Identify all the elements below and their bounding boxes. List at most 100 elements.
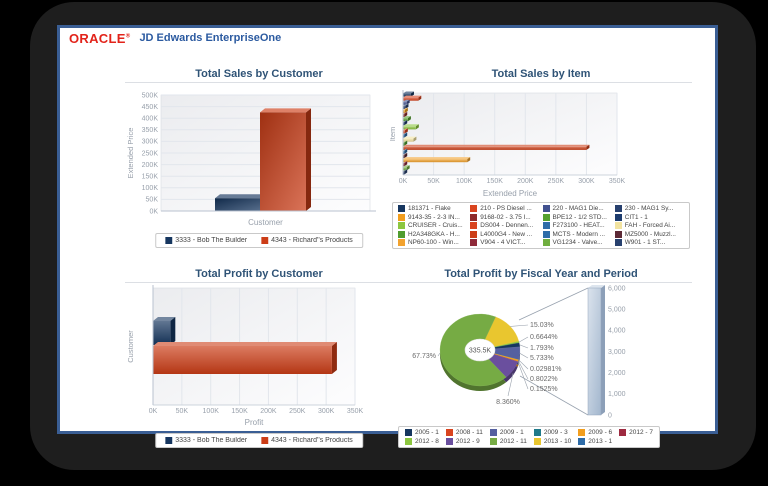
legend-item[interactable]: W901 - 1 ST...	[614, 239, 684, 246]
svg-text:5.733%: 5.733%	[530, 355, 554, 362]
legend-item[interactable]: 210 - PS Diesel ...	[470, 205, 539, 212]
legend-label: MCTS - Modern ...	[552, 230, 606, 238]
bar[interactable]	[403, 165, 410, 171]
bar[interactable]	[153, 342, 337, 374]
svg-text:67.73%: 67.73%	[412, 353, 436, 360]
legend-item[interactable]: 2012 - 11	[489, 437, 527, 445]
legend-item[interactable]: BPE12 - 1/2 STD...	[542, 213, 612, 221]
legend-item[interactable]: VG1234 - Valve...	[542, 239, 612, 246]
svg-text:Extended Price: Extended Price	[483, 189, 538, 198]
bar[interactable]	[403, 161, 408, 167]
legend-item[interactable]: 4343 - Richard''s Products	[261, 237, 353, 244]
legend-label: W901 - 1 ST...	[624, 239, 666, 246]
legend-swatch	[261, 437, 269, 444]
legend-item[interactable]: 9168-02 - 3.75 I...	[470, 213, 539, 221]
svg-text:Extended Price: Extended Price	[126, 128, 135, 179]
sales-by-customer-legend: 3333 - Bob The Builder 4343 - Richard''s …	[155, 233, 363, 248]
svg-text:250K: 250K	[142, 150, 159, 157]
bar[interactable]	[403, 136, 417, 142]
svg-text:50K: 50K	[146, 197, 159, 204]
bar[interactable]	[403, 91, 414, 97]
bar[interactable]	[403, 116, 411, 122]
legend-label: 4343 - Richard''s Products	[271, 437, 353, 444]
svg-text:0K: 0K	[149, 408, 158, 415]
legend-item[interactable]: 3333 - Bob The Builder	[165, 237, 247, 244]
legend-swatch	[578, 437, 586, 445]
bar[interactable]	[403, 103, 409, 109]
legend-item[interactable]: 2012 - 7	[619, 429, 653, 436]
bar[interactable]	[403, 157, 471, 163]
legend-label: VG1234 - Valve...	[552, 239, 603, 246]
legend-swatch	[405, 437, 412, 445]
detail-bar[interactable]	[587, 287, 602, 416]
legend-item[interactable]: MCTS - Modern ...	[542, 230, 612, 238]
sales-by-customer-chart[interactable]: 500K 450K 400K 350K 300K 250K 200K 150K 100K 50K 0…	[125, 84, 393, 234]
legend-item[interactable]: 2009 - 3	[533, 429, 571, 436]
legend-item[interactable]: CIT1 - 1	[614, 213, 684, 221]
legend-label: 2012 - 11	[499, 437, 527, 445]
legend-label: V904 - 4 VICT...	[480, 239, 526, 246]
bar[interactable]	[403, 107, 408, 113]
legend-label: 2012 - 9	[455, 437, 480, 445]
svg-text:150K: 150K	[142, 174, 159, 181]
profit-by-fy-period-legend: 2005 - 1 2008 - 11 2009 - 1 2009 - 3 2009 - …	[398, 426, 661, 448]
legend-item[interactable]: 181371 - Flake	[398, 205, 467, 212]
legend-item[interactable]: 230 - MAG1 Sy...	[614, 205, 684, 212]
profit-by-customer-chart[interactable]: 0K 50K 100K 150K 200K 250K 300K 350K Profit Custo…	[125, 284, 393, 429]
legend-item[interactable]: H2A348GKA - H...	[398, 230, 467, 238]
legend-item[interactable]: L4000G4 - New ...	[470, 230, 539, 238]
legend-label: 2012 - 8	[415, 437, 439, 445]
legend-item[interactable]: FAH - Forced Ai...	[614, 222, 684, 229]
bar[interactable]	[403, 132, 408, 138]
bar[interactable]	[403, 120, 408, 126]
legend-item[interactable]: 2009 - 1	[489, 429, 527, 436]
bar[interactable]	[403, 112, 408, 118]
bar[interactable]	[403, 144, 590, 150]
svg-text:8.360%: 8.360%	[496, 399, 520, 406]
legend-item[interactable]: DS004 - Dennen...	[470, 222, 539, 229]
svg-text:300K: 300K	[318, 408, 335, 415]
legend-item[interactable]: V904 - 4 VICT...	[470, 239, 539, 246]
bar[interactable]	[403, 124, 419, 130]
bar[interactable]	[403, 128, 408, 134]
legend-item[interactable]: 2009 - 6	[578, 429, 612, 436]
bar[interactable]	[403, 148, 408, 154]
bar[interactable]	[153, 317, 176, 345]
bar[interactable]	[403, 95, 422, 101]
legend-label: CIT1 - 1	[624, 213, 648, 221]
svg-text:Profit: Profit	[245, 418, 264, 427]
legend-item[interactable]: 220 - MAG1 Die...	[542, 205, 612, 212]
legend-item[interactable]: 2012 - 9	[445, 437, 483, 445]
legend-item[interactable]: NP60-100 - Win...	[398, 239, 467, 246]
legend-item[interactable]: 2013 - 10	[533, 437, 571, 445]
chart-title: Total Profit by Customer	[125, 268, 393, 283]
svg-text:200K: 200K	[260, 408, 277, 415]
sales-by-item-chart[interactable]: 0K 50K 100K 150K 200K 250K 300K 350K Extended Pr…	[390, 84, 692, 202]
legend-item[interactable]: 9143-35 - 2-3 IN...	[398, 213, 467, 221]
legend-item[interactable]: 3333 - Bob The Builder	[165, 437, 247, 444]
legend-label: 4343 - Richard''s Products	[271, 237, 353, 244]
legend-item[interactable]: CRUISER - Cruis...	[398, 222, 467, 229]
bar[interactable]	[403, 169, 408, 175]
legend-label: BPE12 - 1/2 STD...	[552, 213, 607, 221]
legend-item[interactable]: MZ5000 - Muzzl...	[614, 230, 684, 238]
legend-item[interactable]: 2005 - 1	[405, 429, 439, 436]
legend-item[interactable]: F273100 - HEAT...	[542, 222, 612, 229]
svg-text:0.02981%: 0.02981%	[530, 366, 562, 373]
legend-item[interactable]: 2012 - 8	[405, 437, 439, 445]
bar[interactable]	[215, 194, 265, 211]
profit-by-fy-period-chart[interactable]: 6,000 5,000 4,000 3,000 2,000 1,000 0 335.5K 15.…	[390, 284, 692, 423]
bar[interactable]	[403, 153, 408, 159]
legend-label: DS004 - Dennen...	[480, 222, 534, 229]
legend-item[interactable]: 2008 - 11	[445, 429, 483, 436]
svg-text:150K: 150K	[231, 408, 248, 415]
legend-item[interactable]: 4343 - Richard''s Products	[261, 437, 353, 444]
bar[interactable]	[403, 99, 410, 105]
legend-swatch	[533, 429, 541, 436]
bar[interactable]	[260, 108, 311, 211]
bar[interactable]	[403, 140, 408, 146]
legend-swatch	[614, 230, 622, 238]
chart-panel-total-profit-by-fy-period: Total Profit by Fiscal Year and Period 6…	[390, 268, 692, 453]
legend-item[interactable]: 2013 - 1	[578, 437, 612, 445]
registered-mark: ®	[125, 33, 131, 40]
